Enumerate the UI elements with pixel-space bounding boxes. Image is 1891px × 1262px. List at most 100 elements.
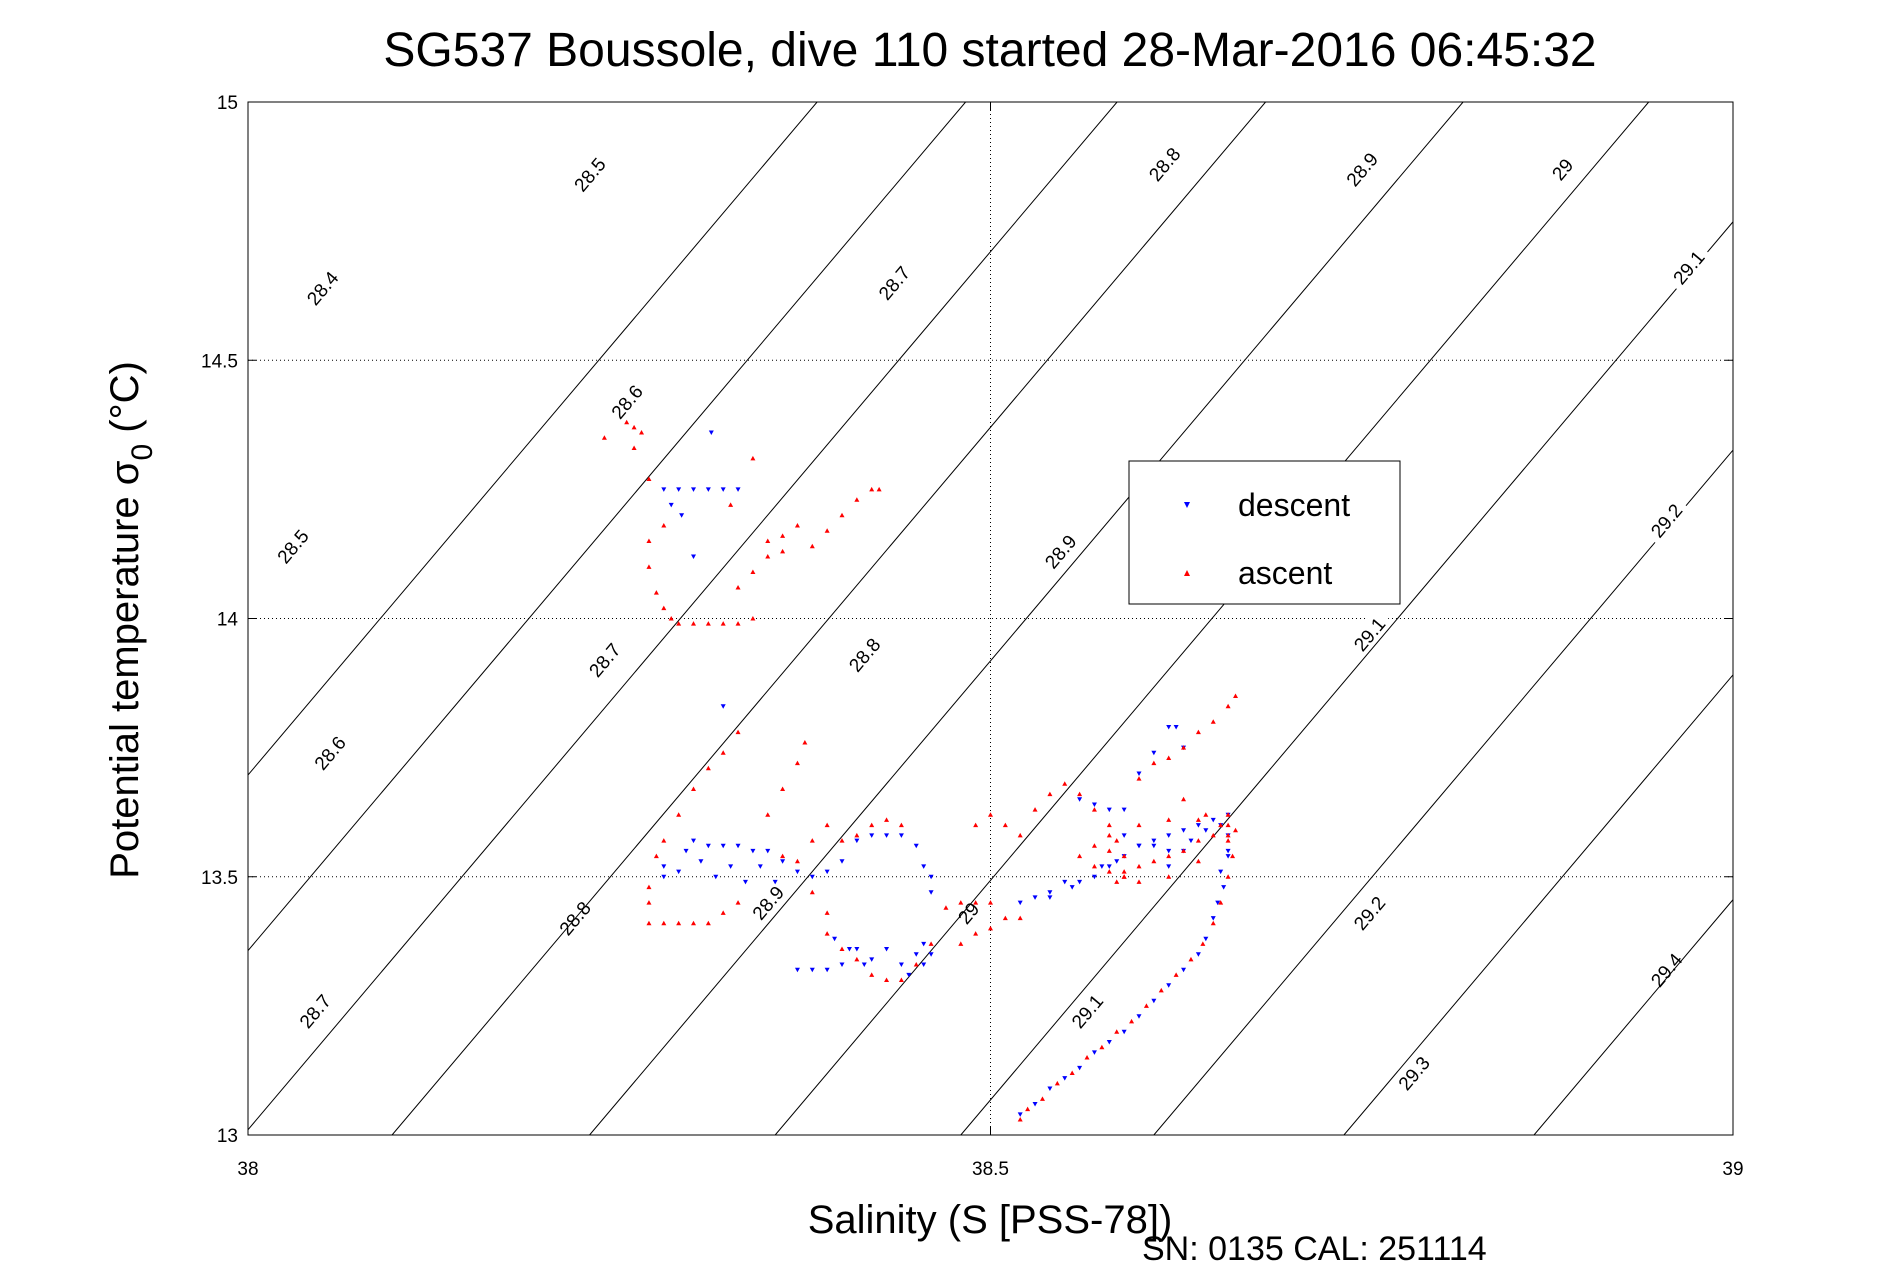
ascent-point-34 xyxy=(720,750,726,755)
descent-point-99 xyxy=(1106,1040,1112,1045)
descent-point-29 xyxy=(928,890,934,895)
ascent-point-132 xyxy=(1173,972,1179,977)
legend-box xyxy=(1128,460,1401,605)
descent-point-111 xyxy=(1181,967,1187,973)
ascent-point-96 xyxy=(1151,858,1157,864)
ascent-point-123 xyxy=(1039,1096,1045,1101)
contour-label-bg xyxy=(564,148,613,200)
contour-line-5 xyxy=(774,102,1650,1135)
contour-line-0 xyxy=(248,102,818,776)
ascent-point-97 xyxy=(1166,853,1172,859)
ascent-point-39 xyxy=(653,853,659,859)
descent-point-55 xyxy=(921,941,927,947)
ascent-point-145 xyxy=(1077,853,1083,859)
contour-label-bg xyxy=(869,256,918,308)
ascent-point-38 xyxy=(661,838,667,843)
grid-lines xyxy=(248,102,1733,1135)
contour-label-bg xyxy=(1389,1046,1437,1098)
descent-point-24 xyxy=(884,833,890,838)
ascent-point-26 xyxy=(854,497,860,502)
ascent-point-37 xyxy=(676,812,682,817)
legend: descent ascent xyxy=(1128,460,1401,605)
ascent-point-28 xyxy=(876,486,882,492)
descent-point-52 xyxy=(832,936,838,942)
legend-label-descent: descent xyxy=(1238,487,1350,523)
descent-point-7 xyxy=(668,502,674,508)
ascent-point-64 xyxy=(824,931,830,936)
ascent-point-135 xyxy=(1210,920,1216,926)
descent-point-101 xyxy=(1166,983,1172,988)
contour-label-bg xyxy=(1344,607,1393,659)
ascent-point-2 xyxy=(639,430,645,435)
descent-point-50 xyxy=(928,952,934,957)
contour-label-bg xyxy=(579,633,628,685)
ascent-point-13 xyxy=(705,621,711,626)
descent-point-66 xyxy=(1166,833,1172,838)
contour-label-bg xyxy=(1035,525,1084,577)
descent-point-110 xyxy=(1151,998,1157,1004)
descent-point-94 xyxy=(1225,848,1231,854)
ascent-point-148 xyxy=(1121,874,1127,879)
contour-label-bg xyxy=(1641,494,1690,546)
contour-label-bg xyxy=(1337,143,1385,194)
ascent-point-42 xyxy=(646,920,652,926)
descent-point-25 xyxy=(898,833,904,838)
x-axis-label: Salinity (S [PSS-78]) xyxy=(808,1198,1173,1242)
density-contours xyxy=(248,102,1733,1135)
descent-point-91 xyxy=(1203,828,1209,833)
ascent-point-109 xyxy=(1225,703,1231,709)
descent-point-71 xyxy=(1166,864,1172,869)
ascent-point-84 xyxy=(1017,832,1023,838)
ascent-point-31 xyxy=(728,502,734,507)
contour-label-bg xyxy=(1062,984,1111,1036)
ascent-point-124 xyxy=(1054,1080,1060,1086)
contour-line-4 xyxy=(589,102,1464,1135)
ascent-point-108 xyxy=(1210,719,1216,724)
y-axis-label-subscript: 0 xyxy=(126,444,159,461)
ascent-point-27 xyxy=(869,486,875,492)
axes: 38 38.5 39 13 13.5 14 14.5 15 xyxy=(201,93,1744,1180)
y-axis-label-main: Potential temperature σ xyxy=(103,460,147,879)
ascent-point-52 xyxy=(802,739,808,745)
ascent-point-112 xyxy=(1203,812,1209,817)
ascent-point-11 xyxy=(676,621,682,626)
descent-point-42 xyxy=(824,967,830,973)
ascent-point-114 xyxy=(1233,827,1239,833)
descent-point-16 xyxy=(765,848,771,854)
descent-point-13 xyxy=(720,843,726,849)
ascent-point-146 xyxy=(1091,863,1097,869)
contour-line-8 xyxy=(1343,674,1733,1135)
descent-point-47 xyxy=(898,962,904,968)
ascent-point-93 xyxy=(1121,853,1127,859)
ascent-point-125 xyxy=(1069,1070,1075,1076)
descent-series xyxy=(661,430,1231,1117)
ascent-point-50 xyxy=(780,786,786,791)
descent-point-57 xyxy=(1032,895,1038,900)
descent-point-100 xyxy=(1136,1014,1142,1019)
descent-point-5 xyxy=(720,487,726,492)
descent-point-48 xyxy=(906,972,912,978)
descent-point-0 xyxy=(708,430,714,436)
contour-line-7 xyxy=(1153,449,1733,1135)
ascent-point-6 xyxy=(646,538,652,544)
ascent-point-61 xyxy=(898,822,904,828)
ascent-point-143 xyxy=(1106,832,1112,838)
descent-point-31 xyxy=(661,874,667,880)
descent-point-8 xyxy=(679,513,685,518)
descent-point-51 xyxy=(846,947,852,952)
ascent-point-73 xyxy=(958,900,964,905)
ascent-point-85 xyxy=(1032,807,1038,812)
descent-point-73 xyxy=(1069,885,1075,890)
ascent-point-9 xyxy=(661,605,667,611)
contour-label-bg xyxy=(267,520,316,571)
y-axis-label: Potential temperature σ0 (°C) xyxy=(103,361,159,879)
ascent-point-100 xyxy=(1210,832,1216,838)
ascent-point-118 xyxy=(1136,879,1142,884)
ascent-point-102 xyxy=(1225,812,1231,817)
descent-point-45 xyxy=(869,957,875,962)
descent-point-112 xyxy=(1203,936,1209,942)
ascent-point-147 xyxy=(1106,869,1112,874)
descent-point-69 xyxy=(1210,817,1216,823)
ascent-point-99 xyxy=(1195,838,1201,843)
y-axis-label-unit: (°C) xyxy=(103,361,147,444)
